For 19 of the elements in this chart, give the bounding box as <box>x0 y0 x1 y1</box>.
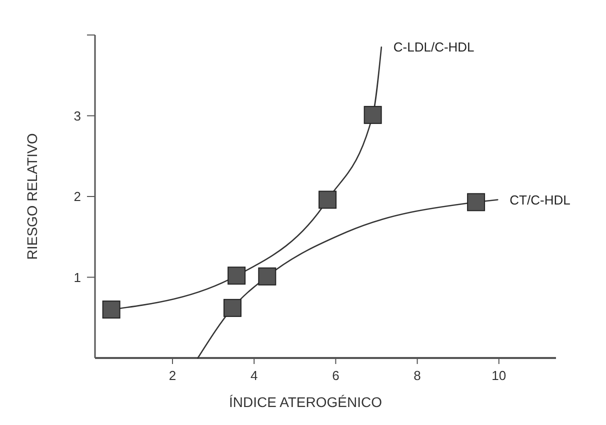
x-tick-label: 6 <box>332 368 340 383</box>
series-label: CT/C-HDL <box>510 192 570 208</box>
point <box>223 298 242 317</box>
point <box>258 267 276 286</box>
point <box>318 190 337 209</box>
point <box>228 266 246 285</box>
y-axis-title: RIESGO RELATIVO <box>24 133 40 260</box>
y-tick-label: 1 <box>74 270 81 285</box>
point <box>467 193 486 212</box>
y-tick-label: 2 <box>74 189 81 204</box>
y-tick-label: 3 <box>74 108 81 124</box>
point <box>102 300 120 319</box>
x-tick-label: 8 <box>414 368 421 383</box>
x-tick-label: 10 <box>492 368 506 383</box>
x-tick-label: 2 <box>168 368 176 383</box>
x-axis-title: ÍNDICE ATEROGÉNICO <box>229 394 382 410</box>
series-label: C-LDL/C-HDL <box>393 40 474 55</box>
x-tick-label: 4 <box>250 368 258 383</box>
point <box>364 106 382 124</box>
